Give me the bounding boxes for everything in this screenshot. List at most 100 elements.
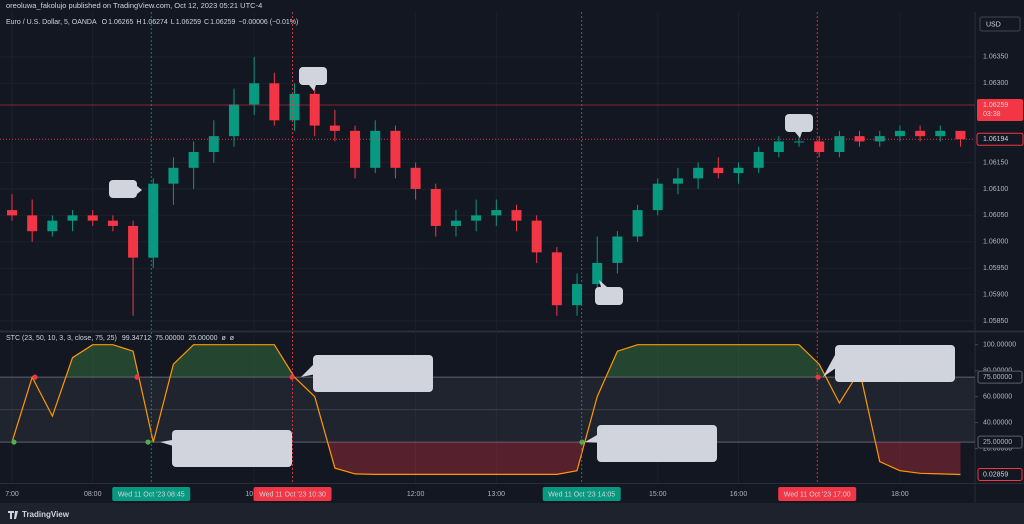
- brand[interactable]: TradingView: [22, 510, 70, 519]
- legend-text: 25.00000: [188, 335, 217, 342]
- candle-body: [652, 183, 663, 211]
- price-label: 1.06194: [983, 136, 1008, 143]
- candle-body: [834, 136, 845, 152]
- annotation-pointer: [160, 440, 180, 448]
- time-marker-box: [778, 487, 857, 501]
- candle-body: [773, 141, 784, 152]
- signal-box: [299, 67, 327, 85]
- legend-text: 1.06265: [108, 19, 133, 26]
- candle-body: [491, 210, 502, 216]
- annotation-text: 75 level after first: [320, 369, 382, 378]
- time-marker-label: Wed 11 Oct '23 10:30: [259, 491, 326, 498]
- annotation-box: [597, 425, 717, 462]
- signal-pointer: [795, 132, 802, 138]
- cross-dot: [815, 374, 821, 380]
- footer: [0, 503, 1024, 524]
- candle-body: [27, 215, 38, 232]
- legend-text: O: [102, 19, 108, 26]
- signal-pointer: [137, 186, 142, 194]
- time-marker-box: [112, 487, 191, 501]
- candle-body: [289, 93, 300, 121]
- level-label: 25.00000: [983, 439, 1012, 446]
- annotation-text: The price rises above the: [604, 429, 694, 438]
- candle-body: [713, 167, 724, 174]
- annotation-box: [172, 430, 292, 467]
- oversold-area: [12, 442, 961, 475]
- time-marker-box: [542, 487, 621, 501]
- annotation-box: [313, 355, 433, 392]
- legend-text: ø: [230, 335, 235, 342]
- candle-body: [148, 183, 159, 258]
- x-tick-label: 7:00: [5, 491, 19, 498]
- currency: USD: [986, 21, 1001, 28]
- legend-text: 1.06259: [210, 19, 235, 26]
- annotation-pointer: [301, 365, 321, 377]
- level-box: [977, 370, 1023, 384]
- x-tick-label: 08:00: [84, 491, 102, 498]
- annotation-text: 25 level after first: [179, 444, 241, 453]
- legend-text: L: [171, 19, 175, 26]
- candle-body: [370, 130, 381, 168]
- candle-body: [471, 215, 482, 221]
- candle-body: [350, 130, 361, 168]
- legend-text: H: [136, 19, 141, 26]
- candle-body: [329, 125, 340, 131]
- legend-text: 1.06259: [176, 19, 201, 26]
- signal-label: SELL: [304, 71, 322, 80]
- candle-body: [249, 83, 260, 105]
- price-box: [976, 132, 1024, 146]
- annotation-box: [835, 345, 955, 382]
- candle-body: [915, 130, 926, 137]
- candle-body: [592, 262, 603, 285]
- candle-body: [7, 210, 17, 216]
- annotation-text: 25 level after first: [604, 439, 666, 448]
- time-marker-box: [253, 487, 332, 501]
- candle-body: [733, 167, 744, 174]
- currency-box: [979, 16, 1021, 32]
- candle-body: [511, 210, 522, 221]
- candle-body: [128, 225, 139, 258]
- candle-body: [612, 236, 623, 263]
- signal-label: SELL: [790, 118, 808, 127]
- level-label: 75.00000: [983, 374, 1012, 381]
- candle-body: [794, 141, 805, 143]
- stc-line: [11, 344, 961, 476]
- candle-body: [894, 130, 905, 137]
- y-tick-label: 60.00000: [983, 393, 1012, 400]
- candle-body: [107, 220, 118, 226]
- signal-pointer: [599, 280, 607, 287]
- candle-body: [753, 151, 764, 168]
- signal-label: BUY: [601, 291, 616, 300]
- x-tick-label: 16:00: [730, 491, 748, 498]
- candle-body: [188, 151, 199, 168]
- y-tick-label: 1.05900: [983, 291, 1008, 298]
- last-value-box: [977, 468, 1023, 482]
- annotation-text: dipping below it.: [604, 448, 661, 457]
- candle-body: [168, 167, 179, 184]
- candle-body: [410, 167, 421, 189]
- candle-body: [208, 136, 219, 152]
- annotation-pointer: [585, 435, 605, 443]
- legend-text: 1.06274: [142, 19, 167, 26]
- cross-dot: [145, 439, 151, 445]
- y-tick-label: 20.00000: [983, 445, 1012, 452]
- y-tick-label: 1.06100: [983, 186, 1008, 193]
- y-tick-label: 1.06300: [983, 80, 1008, 87]
- legend-text: ø: [222, 335, 227, 342]
- candle-body: [67, 215, 78, 221]
- candle-body: [430, 188, 441, 226]
- price-label: 1.06259: [983, 102, 1008, 109]
- candle-body: [935, 130, 946, 137]
- legend-text: Euro / U.S. Dollar, 5, OANDA: [6, 19, 97, 26]
- candle-body: [854, 136, 865, 142]
- annotation-text: The price falls below the: [320, 359, 407, 368]
- time-marker-label: Wed 11 Oct '23 14:05: [548, 491, 615, 498]
- annotation-text: The price falls below the: [842, 349, 929, 358]
- legend-text: −0.00006 (−0.01%): [238, 19, 298, 26]
- level-box: [977, 435, 1023, 449]
- signal-label: BUY: [115, 184, 130, 193]
- y-tick-label: 1.06000: [983, 239, 1008, 246]
- x-tick-label: 12:00: [407, 491, 425, 498]
- price-box: [977, 98, 1023, 121]
- annotation-pointer: [823, 355, 843, 377]
